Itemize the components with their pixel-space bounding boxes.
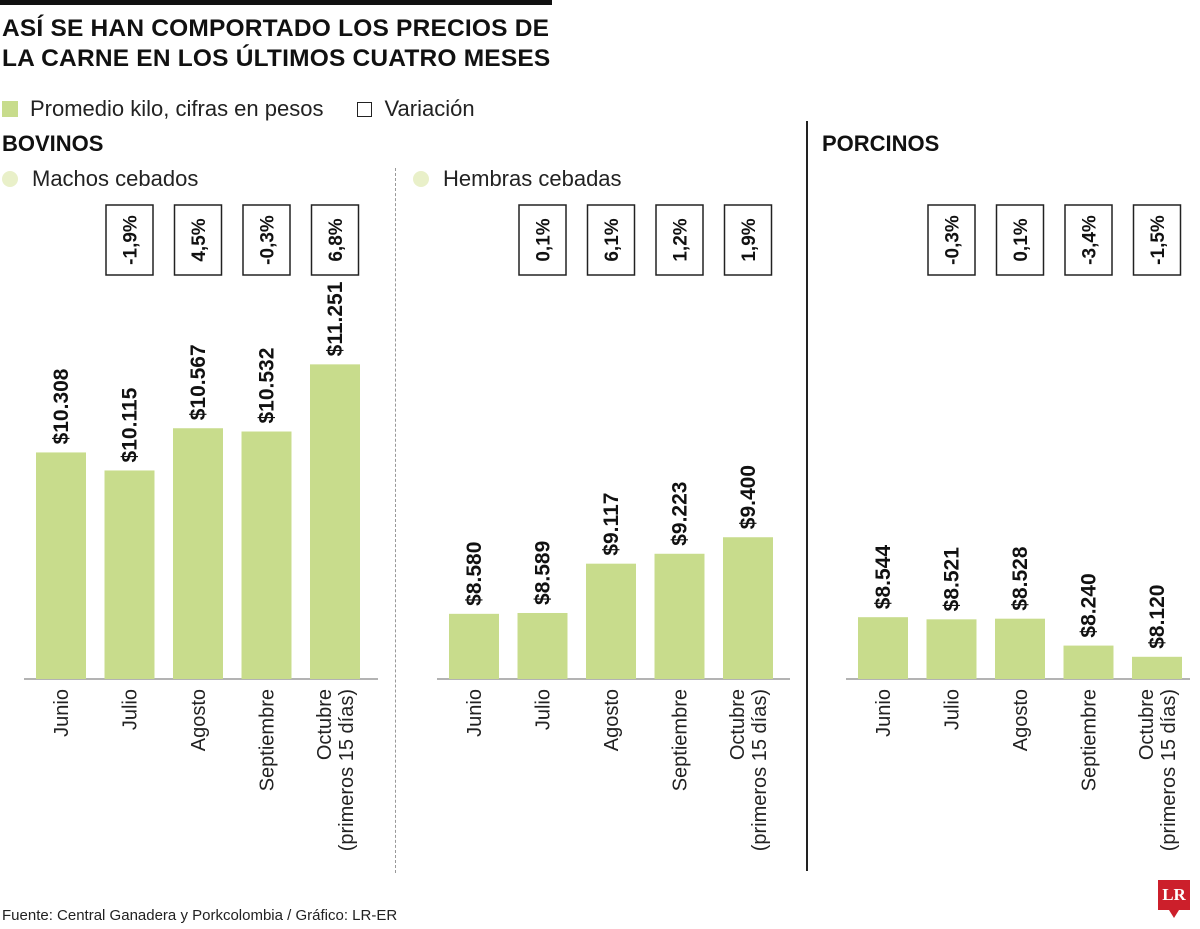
variation-label-1-1: 0,1% (534, 218, 555, 261)
category-label-2-2: Agosto (1010, 689, 1032, 751)
value-label-1-3: $9.223 (669, 482, 692, 546)
value-label-2-3: $8.240 (1078, 573, 1101, 637)
variation-box-2-3 (1064, 204, 1113, 276)
lr-logo-tail (1169, 910, 1179, 918)
subtitle-machos: Machos cebados (2, 165, 198, 193)
variation-box-0-3 (242, 204, 291, 276)
category-label-0-4-line-1: (primeros 15 días) (336, 689, 358, 851)
legend-bar-label: Promedio kilo, cifras en pesos (30, 96, 324, 121)
bar-0-1 (104, 470, 155, 679)
variation-label-0-3: -0,3% (258, 215, 279, 265)
panel-divider-dashed (395, 168, 396, 873)
variation-box-2-1 (927, 204, 976, 276)
variation-label-0-1: -1,9% (121, 215, 142, 265)
bar-2-3 (1063, 645, 1114, 679)
variation-box-0-2 (173, 204, 223, 276)
legend-variation-swatch (357, 101, 373, 117)
legend-variation-label: Variación (384, 96, 475, 121)
subtitle-hembras-dot (413, 171, 429, 187)
bar-1-1 (517, 612, 568, 679)
variation-box-1-1 (518, 204, 567, 276)
variation-label-2-1: -0,3% (943, 215, 964, 265)
variation-box-1-4 (723, 204, 773, 276)
category-label-0-3: Septiembre (257, 689, 279, 791)
legend: Promedio kilo, cifras en pesos Variación (2, 95, 475, 123)
category-label-1-1: Julio (533, 689, 555, 730)
category-label-0-4-line-0: Octubre (314, 689, 336, 760)
category-label-1-2: Agosto (601, 689, 623, 751)
variation-label-0-4: 6,8% (326, 218, 347, 261)
value-label-2-4: $8.120 (1146, 585, 1169, 649)
section-title-porcinos: PORCINOS (822, 131, 940, 156)
category-label-1-4-line-0: Octubre (727, 689, 749, 760)
category-label-1-0: Junio (464, 689, 486, 737)
variation-label-0-2: 4,5% (189, 218, 210, 261)
value-label-1-1: $8.589 (532, 541, 555, 605)
bar-0-3 (241, 431, 292, 679)
variation-box-1-3 (655, 204, 704, 276)
category-label-2-1: Julio (942, 689, 964, 730)
subtitle-hembras: Hembras cebadas (413, 165, 622, 193)
category-label-1-4-line-1: (primeros 15 días) (749, 689, 771, 851)
subtitle-hembras-label: Hembras cebadas (443, 166, 622, 191)
value-label-0-1: $10.115 (119, 387, 142, 462)
value-label-2-0: $8.544 (872, 545, 895, 610)
value-label-1-0: $8.580 (463, 542, 486, 606)
category-label-0-2: Agosto (188, 689, 210, 751)
variation-label-2-2: 0,1% (1011, 218, 1032, 261)
variation-label-2-3: -3,4% (1080, 215, 1101, 265)
bar-0-0 (36, 452, 86, 679)
value-label-1-4: $9.400 (737, 465, 760, 529)
chart-title-line-2: la carne en los últimos cuatro meses (2, 45, 551, 72)
value-label-2-2: $8.528 (1009, 546, 1032, 611)
legend-bar-swatch (2, 101, 18, 117)
category-label-2-4-line-0: Octubre (1136, 689, 1158, 760)
bar-2-1 (926, 619, 977, 679)
category-label-2-0: Junio (873, 689, 895, 737)
value-label-1-2: $9.117 (600, 493, 623, 556)
source-note: Fuente: Central Ganadera y Porkcolombia … (2, 907, 398, 924)
subtitle-machos-dot (2, 171, 18, 187)
variation-label-2-4: -1,5% (1148, 215, 1169, 265)
variation-label-1-3: 1,2% (671, 218, 692, 261)
chart-title: Así se han comportado los precios de la … (2, 14, 602, 74)
variation-box-0-1 (105, 204, 154, 276)
lr-logo: LR (1158, 880, 1190, 918)
value-label-0-0: $10.308 (50, 368, 73, 444)
bar-2-4 (1132, 656, 1182, 679)
panel-divider-solid (806, 121, 808, 871)
bar-1-2 (586, 563, 636, 679)
category-label-1-3: Septiembre (670, 689, 692, 791)
subtitle-machos-label: Machos cebados (32, 166, 199, 191)
bar-1-4 (723, 537, 773, 679)
bar-2-0 (858, 617, 908, 679)
bar-0-2 (173, 428, 223, 679)
variation-label-1-4: 1,9% (739, 218, 760, 261)
category-label-0-0: Junio (51, 689, 73, 737)
variation-box-1-2 (586, 204, 636, 276)
category-label-2-4-line-1: (primeros 15 días) (1158, 689, 1180, 851)
bar-2-2 (995, 618, 1045, 679)
lr-logo-mark: LR (1158, 880, 1190, 910)
chart-title-line-1: Así se han comportado los precios de (2, 15, 550, 42)
bar-1-3 (654, 553, 705, 679)
category-label-0-1: Julio (120, 689, 142, 730)
variation-box-0-4 (310, 204, 360, 276)
variation-box-2-4 (1132, 204, 1182, 276)
value-label-0-3: $10.532 (256, 348, 279, 424)
section-title-bovinos: BOVINOS (2, 131, 104, 156)
bar-0-4 (310, 364, 360, 679)
bar-1-0 (449, 613, 499, 679)
value-label-2-1: $8.521 (941, 547, 964, 612)
category-label-2-3: Septiembre (1079, 689, 1101, 791)
top-rule (0, 0, 552, 5)
value-label-0-4: $11.251 (324, 281, 347, 356)
variation-box-2-2 (995, 204, 1045, 276)
variation-label-1-2: 6,1% (602, 218, 623, 261)
value-label-0-2: $10.567 (187, 344, 210, 420)
